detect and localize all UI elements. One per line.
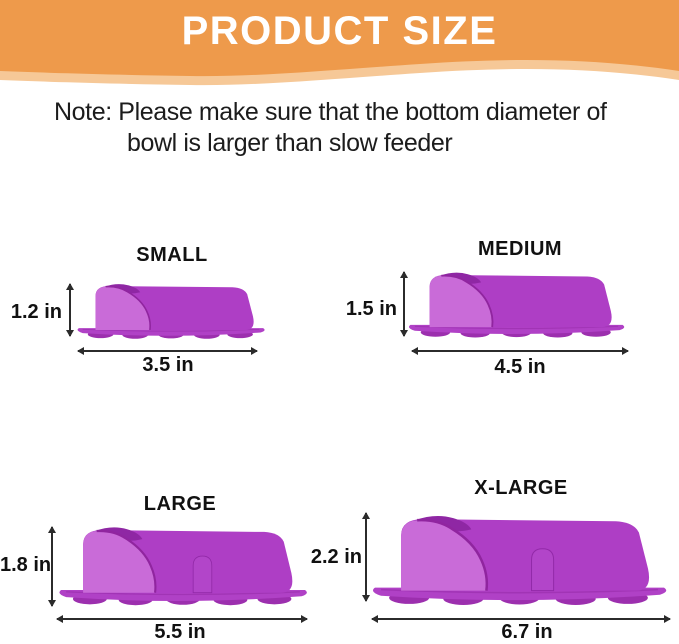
width-arrow: [372, 618, 670, 620]
width-label: 5.5 in: [154, 621, 206, 643]
slow-feeder-image-xlarge: [371, 514, 668, 607]
slow-feeder-image-large: [58, 526, 308, 607]
product-name: MEDIUM: [477, 238, 563, 260]
width-label: 6.7 in: [501, 621, 553, 643]
height-arrow: [69, 284, 71, 336]
slow-feeder-image-medium: [408, 271, 626, 339]
page-title: PRODUCT SIZE: [181, 9, 498, 53]
banner-wave-main: [0, 0, 679, 77]
width-arrow: [412, 350, 628, 352]
height-arrow: [51, 527, 53, 606]
width-arrow: [57, 618, 307, 620]
width-label: 4.5 in: [494, 356, 546, 378]
note: Note: Please make sure that the bottom d…: [54, 97, 634, 159]
note-line-2: bowl is larger than slow feeder: [127, 129, 453, 157]
height-label: 1.8 in: [0, 554, 52, 576]
slow-feeder-image-small: [76, 283, 266, 340]
height-label: 1.2 in: [10, 301, 62, 323]
note-line-1: Note: Please make sure that the bottom d…: [54, 98, 607, 126]
height-label: 2.2 in: [310, 546, 362, 568]
height-label: 1.5 in: [345, 298, 397, 320]
height-arrow: [365, 513, 367, 601]
width-label: 3.5 in: [142, 354, 194, 376]
product-name: SMALL: [136, 244, 208, 266]
width-arrow: [78, 350, 257, 352]
product-name: LARGE: [143, 493, 217, 515]
height-arrow: [403, 272, 405, 336]
product-name: X-LARGE: [474, 477, 568, 499]
banner-wave-background: [0, 0, 679, 86]
banner: PRODUCT SIZE: [0, 0, 679, 92]
